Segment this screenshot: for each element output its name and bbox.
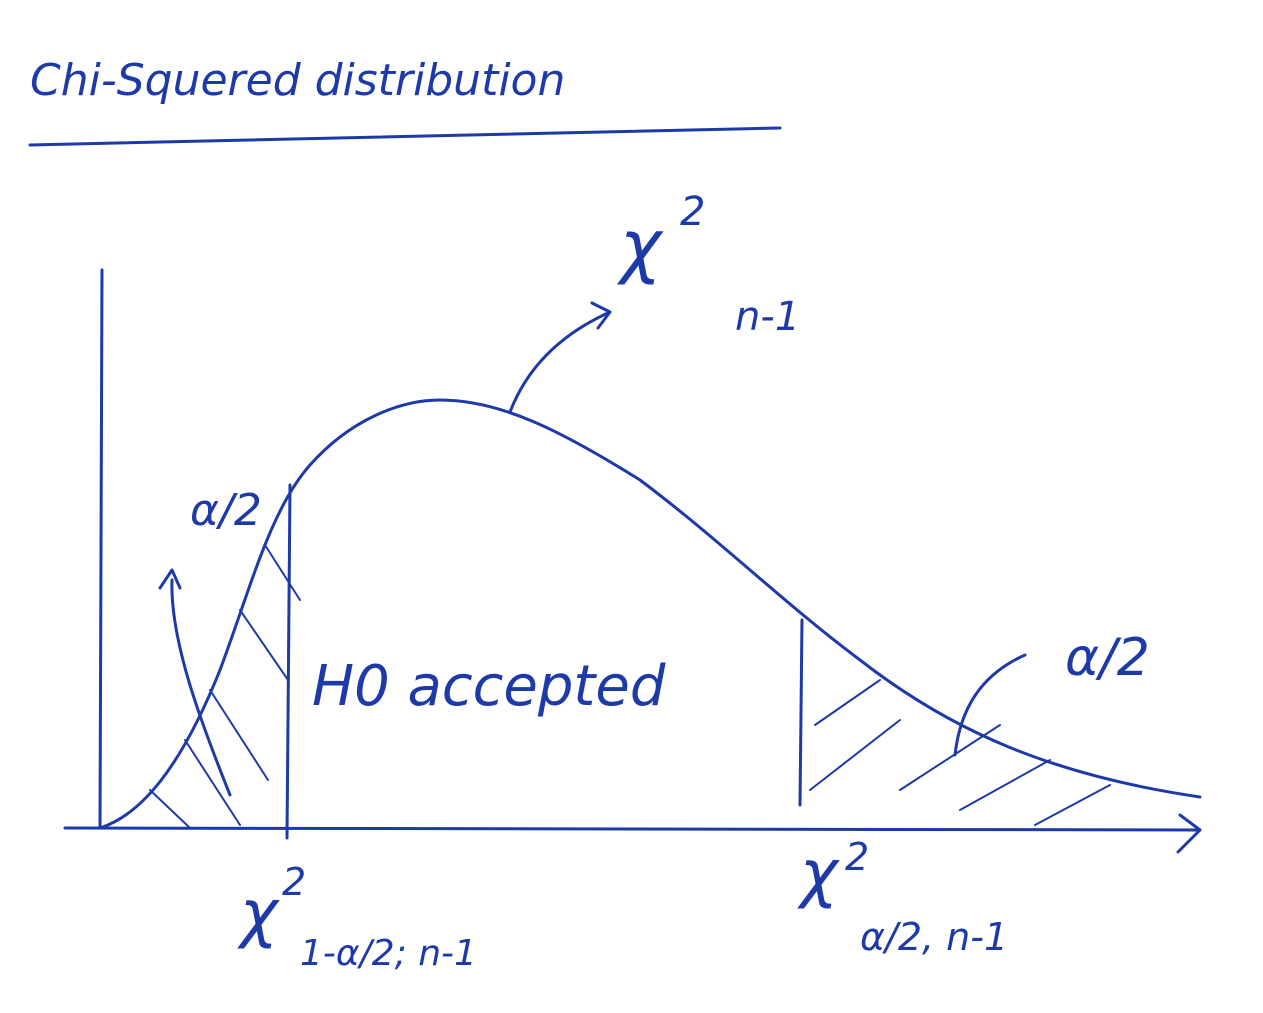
right-tail-arrow	[953, 653, 1027, 757]
left-tail-label: α/2	[190, 485, 262, 536]
right-critical-line	[798, 618, 804, 807]
right-critical-symbol: χ	[797, 837, 840, 911]
y-axis	[98, 268, 104, 830]
curve-label-arrow	[508, 301, 612, 414]
right-critical-subscript: α/2, n-1	[860, 915, 1008, 959]
x-axis	[63, 813, 1202, 854]
left-critical-symbol: χ	[237, 877, 280, 951]
right-tail-label: α/2	[1065, 628, 1150, 688]
left-critical-subscript: 1-α/2; n-1	[300, 933, 477, 974]
curve-subscript: n-1	[735, 294, 800, 340]
title: Chi-Squered distribution	[30, 55, 565, 106]
left-tail-arrow	[158, 568, 232, 797]
curve-power: 2	[680, 189, 705, 235]
right-hatching	[809, 679, 1111, 826]
title-underline	[28, 126, 782, 147]
left-critical-line	[285, 483, 292, 840]
right-critical-power: 2	[845, 835, 869, 879]
curve-symbol: χ	[616, 205, 664, 287]
region-label: H0 accepted	[312, 654, 666, 719]
left-hatching	[149, 544, 301, 829]
chi-square-curve	[98, 398, 1202, 830]
left-critical-power: 2	[282, 860, 306, 904]
